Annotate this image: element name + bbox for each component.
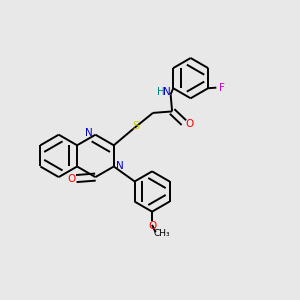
Text: H: H <box>157 87 165 97</box>
Text: O: O <box>185 119 193 129</box>
Text: O: O <box>148 221 156 231</box>
Text: S: S <box>132 121 140 130</box>
Text: N: N <box>116 161 124 172</box>
Text: N: N <box>85 128 93 138</box>
Text: O: O <box>67 174 75 184</box>
Text: F: F <box>219 82 225 93</box>
Text: CH₃: CH₃ <box>153 229 170 238</box>
Text: N: N <box>163 87 171 97</box>
